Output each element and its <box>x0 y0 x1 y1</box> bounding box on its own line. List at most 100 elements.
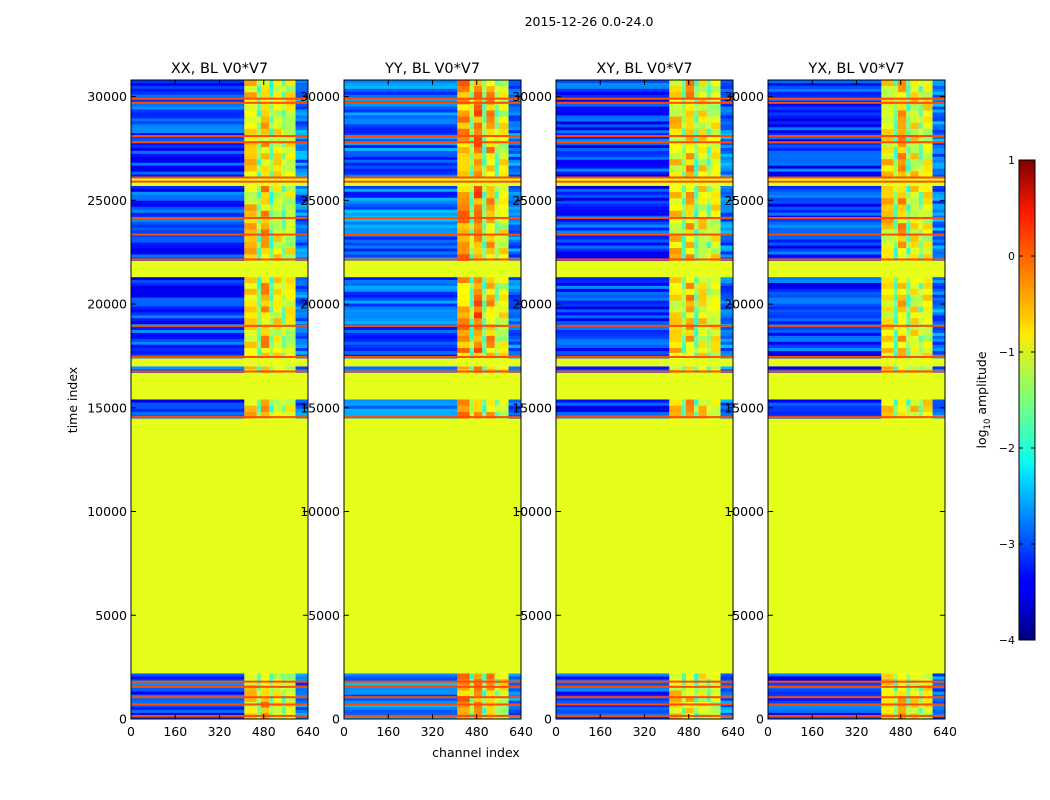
rfi-band <box>906 248 911 255</box>
rfi-band <box>710 347 721 354</box>
rfi-band <box>893 405 898 413</box>
rfi-band <box>922 294 933 302</box>
rfi-band <box>486 229 495 237</box>
rfi-band <box>922 347 933 354</box>
noise-stripe <box>932 315 945 319</box>
rfi-band <box>694 153 699 160</box>
rfi-band <box>922 223 933 230</box>
noise-stripe <box>295 239 308 243</box>
noise-stripe <box>768 312 882 316</box>
noise-stripe <box>295 297 308 302</box>
rfi-band <box>482 329 487 337</box>
noise-stripe <box>508 168 521 173</box>
rfi-band <box>482 707 487 714</box>
rfi-band <box>897 210 907 218</box>
rfi-band <box>922 306 933 313</box>
rfi-band <box>273 122 282 130</box>
y-tick-label: 30000 <box>300 89 340 104</box>
noise-stripe <box>131 338 245 343</box>
rfi-band <box>906 341 911 349</box>
noise-stripe <box>768 280 882 284</box>
rfi-band <box>457 86 470 93</box>
flag-line <box>768 176 945 179</box>
x-tick-label: 160 <box>163 724 187 739</box>
noise-stripe <box>932 291 945 296</box>
rfi-band <box>906 707 911 714</box>
rfi-band <box>710 210 721 218</box>
noise-stripe <box>295 218 308 223</box>
rfi-band <box>918 312 923 319</box>
noise-stripe <box>508 715 521 720</box>
rfi-band <box>922 288 933 296</box>
rfi-band <box>473 318 483 325</box>
noise-stripe <box>720 706 733 711</box>
noise-stripe <box>768 254 882 258</box>
rfi-band <box>281 411 286 419</box>
colorbar-label: log10 amplitude <box>974 351 993 448</box>
rfi-band <box>710 122 721 130</box>
rfi-band <box>681 294 686 302</box>
noise-stripe <box>295 82 308 87</box>
noise-stripe <box>556 133 670 137</box>
rfi-band <box>706 192 711 199</box>
noise-stripe <box>556 280 670 284</box>
noise-stripe <box>295 405 308 410</box>
y-tick-label: 25000 <box>512 193 552 208</box>
rfi-band <box>260 294 270 302</box>
rfi-band <box>473 116 483 124</box>
noise-stripe <box>295 245 308 249</box>
rfi-band <box>473 690 483 697</box>
rfi-band <box>706 204 711 212</box>
noise-stripe <box>720 347 733 352</box>
rfi-band <box>473 294 483 302</box>
rfi-band <box>469 128 474 136</box>
noise-stripe <box>508 197 521 202</box>
rfi-band <box>910 110 919 117</box>
rfi-band <box>269 352 274 359</box>
rfi-band <box>698 277 707 284</box>
rfi-band <box>256 134 261 142</box>
rfi-band <box>698 171 707 178</box>
noise-stripe <box>720 254 733 258</box>
rfi-band <box>906 300 911 307</box>
rfi-band <box>473 399 483 407</box>
noise-stripe <box>295 347 308 352</box>
rfi-band <box>706 306 711 313</box>
rfi-band <box>486 411 495 419</box>
rfi-band <box>260 254 270 261</box>
noise-stripe <box>932 224 945 229</box>
rfi-band <box>482 341 487 349</box>
rfi-band <box>498 210 509 218</box>
rfi-band <box>893 192 898 199</box>
rfi-band <box>893 241 898 249</box>
rfi-band <box>681 216 686 224</box>
flag-line <box>131 135 308 138</box>
y-tick-label: 20000 <box>724 297 764 312</box>
noise-stripe <box>768 153 882 158</box>
noise-stripe <box>344 715 458 720</box>
flag-line <box>556 233 733 236</box>
rfi-band <box>269 192 274 199</box>
rfi-band <box>473 352 483 359</box>
rfi-band <box>469 192 474 199</box>
noise-stripe <box>508 150 521 155</box>
rfi-band <box>685 80 695 87</box>
rfi-band <box>498 366 509 370</box>
noise-stripe <box>556 402 670 407</box>
rfi-band <box>669 122 682 130</box>
noise-stripe <box>131 691 245 696</box>
rfi-band <box>256 347 261 354</box>
rfi-band <box>897 411 907 419</box>
noise-stripe <box>131 280 245 284</box>
rfi-band <box>922 104 933 111</box>
rfi-band <box>906 98 911 105</box>
rfi-band <box>482 216 487 224</box>
rfi-band <box>681 707 686 714</box>
noise-stripe <box>508 147 521 152</box>
rfi-band <box>918 92 923 99</box>
rfi-band <box>494 204 499 212</box>
rfi-band <box>906 122 911 130</box>
noise-stripe <box>768 82 882 87</box>
noise-stripe <box>556 106 670 110</box>
noise-stripe <box>768 197 882 202</box>
